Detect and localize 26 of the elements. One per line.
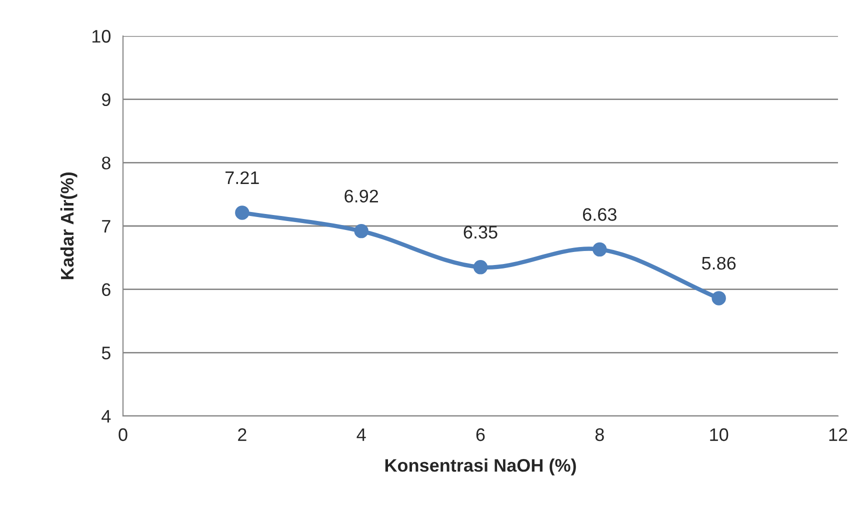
data-label: 6.92 xyxy=(344,190,378,202)
x-tick-label: 10 xyxy=(710,428,728,442)
point xyxy=(235,206,250,220)
y-tick-label: 8 xyxy=(102,156,110,170)
y-tick-label: 9 xyxy=(102,93,110,106)
x-axis-title: Konsentrasi NaOH (%) xyxy=(385,458,576,476)
point xyxy=(354,224,368,238)
x-tick-label: 4 xyxy=(356,428,366,441)
y-tick-label: 5 xyxy=(102,346,110,360)
data-label: 5.86 xyxy=(702,256,736,270)
x-tick-label: 6 xyxy=(476,428,485,442)
x-tick-label: 8 xyxy=(595,428,604,442)
x-tick-label: 0 xyxy=(118,428,128,442)
point xyxy=(712,291,726,306)
y-tick-label: 4 xyxy=(102,410,111,423)
x-tick-label: 2 xyxy=(238,428,246,441)
point xyxy=(592,242,607,257)
y-axis-title: Kadar Air(%) xyxy=(60,172,78,280)
data-label: 6.35 xyxy=(464,226,498,239)
y-tick-label: 6 xyxy=(102,283,110,296)
data-label: 6.63 xyxy=(583,208,616,221)
x-tick-label: 12 xyxy=(829,428,848,441)
y-tick-label: 7 xyxy=(102,220,110,233)
point xyxy=(473,260,488,274)
y-tick-label: 10 xyxy=(92,30,110,43)
data-label: 7.21 xyxy=(226,171,259,184)
